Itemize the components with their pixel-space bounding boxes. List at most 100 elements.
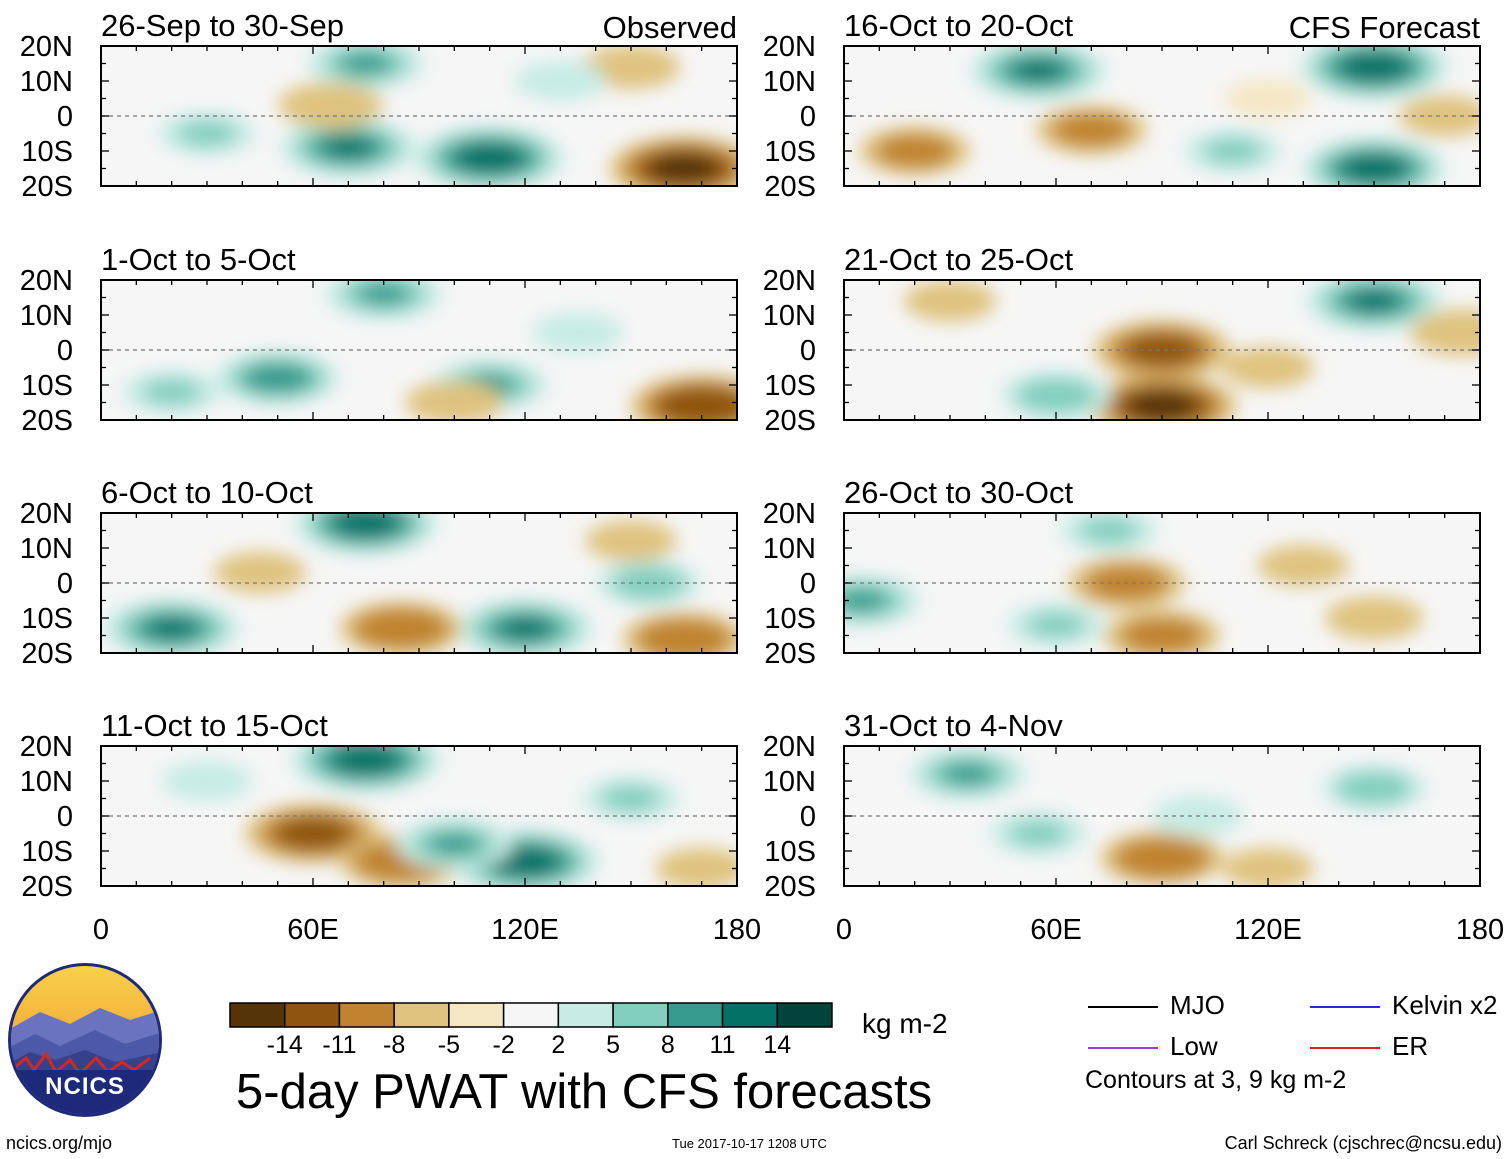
colorbar-tick-label: -14 bbox=[266, 1031, 303, 1059]
colorbar-box bbox=[393, 1002, 450, 1028]
figure-title: 5-day PWAT with CFS forecasts bbox=[236, 1065, 933, 1119]
x-tick-label: 120E bbox=[491, 914, 559, 946]
panel-title: 6-Oct to 10-Oct bbox=[101, 475, 313, 510]
pwat-anomaly-blob bbox=[1242, 86, 1294, 111]
colorbar-box bbox=[229, 1002, 286, 1028]
colorbar-box bbox=[502, 1002, 560, 1028]
colorbar-box bbox=[667, 1002, 724, 1028]
pwat-anomaly-blob bbox=[1032, 385, 1080, 406]
panel-title: 11-Oct to 15-Oct bbox=[101, 708, 328, 743]
y-tick-label: 10S bbox=[764, 603, 816, 635]
source-url: ncics.org/mjo bbox=[6, 1133, 113, 1153]
column-header: Observed bbox=[603, 10, 737, 45]
legend-er-label: ER bbox=[1392, 1031, 1429, 1061]
y-tick-label: 10S bbox=[764, 370, 816, 402]
y-tick-label: 20N bbox=[20, 731, 73, 763]
pwat-anomaly-blob bbox=[179, 768, 235, 794]
y-tick-label: 10N bbox=[20, 533, 73, 565]
pwat-anomaly-blob bbox=[1240, 856, 1296, 881]
pwat-anomaly-blob bbox=[345, 751, 387, 769]
pwat-anomaly-blob bbox=[469, 149, 511, 167]
panel-title: 26-Sep to 30-Sep bbox=[101, 8, 344, 43]
colorbar-tick-label: -5 bbox=[437, 1031, 461, 1059]
pwat-anomaly-blob bbox=[844, 589, 887, 612]
pwat-anomaly-blob bbox=[148, 618, 195, 639]
y-tick-label: 10S bbox=[21, 370, 73, 402]
map-panels: 26-Sep to 30-Sep Observed20N10N010S20S1-O… bbox=[20, 8, 1504, 946]
x-tick-label: 60E bbox=[287, 914, 339, 946]
pwat-anomaly-blob bbox=[1026, 611, 1086, 639]
y-tick-label: 0 bbox=[57, 568, 73, 600]
y-tick-label: 10S bbox=[764, 836, 816, 868]
pwat-anomaly-blob bbox=[1439, 322, 1480, 343]
column-header: CFS Forecast bbox=[1289, 10, 1481, 45]
contour-note: Contours at 3, 9 kg m-2 bbox=[1085, 1066, 1347, 1094]
colorbar-tick-label: -2 bbox=[492, 1031, 515, 1059]
colorbar-box bbox=[721, 1002, 779, 1028]
y-tick-label: 10S bbox=[764, 136, 816, 168]
y-tick-label: 0 bbox=[800, 335, 816, 367]
colorbar-box bbox=[557, 1002, 614, 1028]
y-tick-label: 20N bbox=[763, 31, 816, 63]
panel-title: 16-Oct to 20-Oct bbox=[844, 8, 1074, 43]
pwat-anomaly-blob bbox=[177, 120, 237, 147]
colorbar-units: kg m-2 bbox=[862, 1008, 948, 1039]
legend-low-label: Low bbox=[1170, 1031, 1218, 1061]
y-tick-label: 10N bbox=[763, 766, 816, 798]
pwat-anomaly-blob bbox=[325, 137, 372, 158]
y-tick-label: 10N bbox=[20, 766, 73, 798]
pwat-anomaly-blob bbox=[663, 159, 705, 178]
y-tick-label: 10N bbox=[763, 300, 816, 332]
y-tick-label: 10N bbox=[763, 66, 816, 98]
y-tick-label: 20N bbox=[763, 498, 816, 530]
pwat-anomaly-blob bbox=[890, 140, 939, 162]
pwat-anomaly-blob bbox=[532, 68, 588, 94]
pwat-anomaly-blob bbox=[429, 832, 480, 856]
y-tick-label: 20S bbox=[764, 638, 816, 670]
pwat-anomaly-blob bbox=[1136, 624, 1188, 647]
pwat-anomaly-blob bbox=[1344, 604, 1404, 632]
colorbar-box bbox=[612, 1002, 669, 1028]
x-tick-label: 0 bbox=[93, 914, 109, 946]
y-tick-label: 10S bbox=[21, 836, 73, 868]
panel-title: 31-Oct to 4-Nov bbox=[844, 708, 1063, 743]
legend-mjo-line bbox=[1088, 1006, 1158, 1009]
pwat-anomaly-blob bbox=[1275, 553, 1331, 578]
pwat-anomaly-blob bbox=[1141, 849, 1183, 867]
ncics-logo: NCICS bbox=[8, 963, 162, 1117]
colorbar-tick-label: -8 bbox=[383, 1031, 406, 1059]
y-tick-label: 10N bbox=[20, 66, 73, 98]
pwat-anomaly-blob bbox=[550, 320, 606, 345]
pwat-anomaly-blob bbox=[502, 618, 548, 639]
y-tick-label: 20N bbox=[763, 265, 816, 297]
legend-er: ER bbox=[1310, 1031, 1428, 1062]
pwat-anomaly-blob bbox=[1353, 58, 1395, 76]
pwat-anomaly-blob bbox=[142, 378, 202, 406]
pwat-anomaly-blob bbox=[358, 282, 409, 306]
legend-mjo-label: MJO bbox=[1170, 990, 1225, 1020]
author-credit: Carl Schreck (cjschrec@ncsu.edu) bbox=[1224, 1133, 1502, 1153]
pwat-anomaly-blob bbox=[340, 52, 392, 75]
pwat-anomaly-blob bbox=[1240, 355, 1296, 380]
colorbar bbox=[229, 1002, 833, 1028]
y-tick-label: 20N bbox=[20, 31, 73, 63]
y-tick-label: 20S bbox=[21, 638, 73, 670]
panel-title: 1-Oct to 5-Oct bbox=[101, 242, 296, 277]
y-tick-label: 0 bbox=[800, 568, 816, 600]
pwat-anomaly-blob bbox=[1015, 60, 1062, 81]
x-tick-label: 120E bbox=[1234, 914, 1302, 946]
legend-kelvin-line bbox=[1310, 1006, 1380, 1009]
timestamp: Tue 2017-10-17 1208 UTC bbox=[672, 1136, 827, 1151]
pwat-anomaly-blob bbox=[424, 389, 484, 416]
y-tick-label: 10N bbox=[763, 533, 816, 565]
legend-low: Low bbox=[1088, 1031, 1218, 1062]
pwat-anomaly-blob bbox=[603, 528, 659, 554]
pwat-anomaly-blob bbox=[601, 785, 661, 812]
pwat-anomaly-blob bbox=[682, 397, 722, 415]
pwat-anomaly-blob bbox=[922, 288, 978, 314]
